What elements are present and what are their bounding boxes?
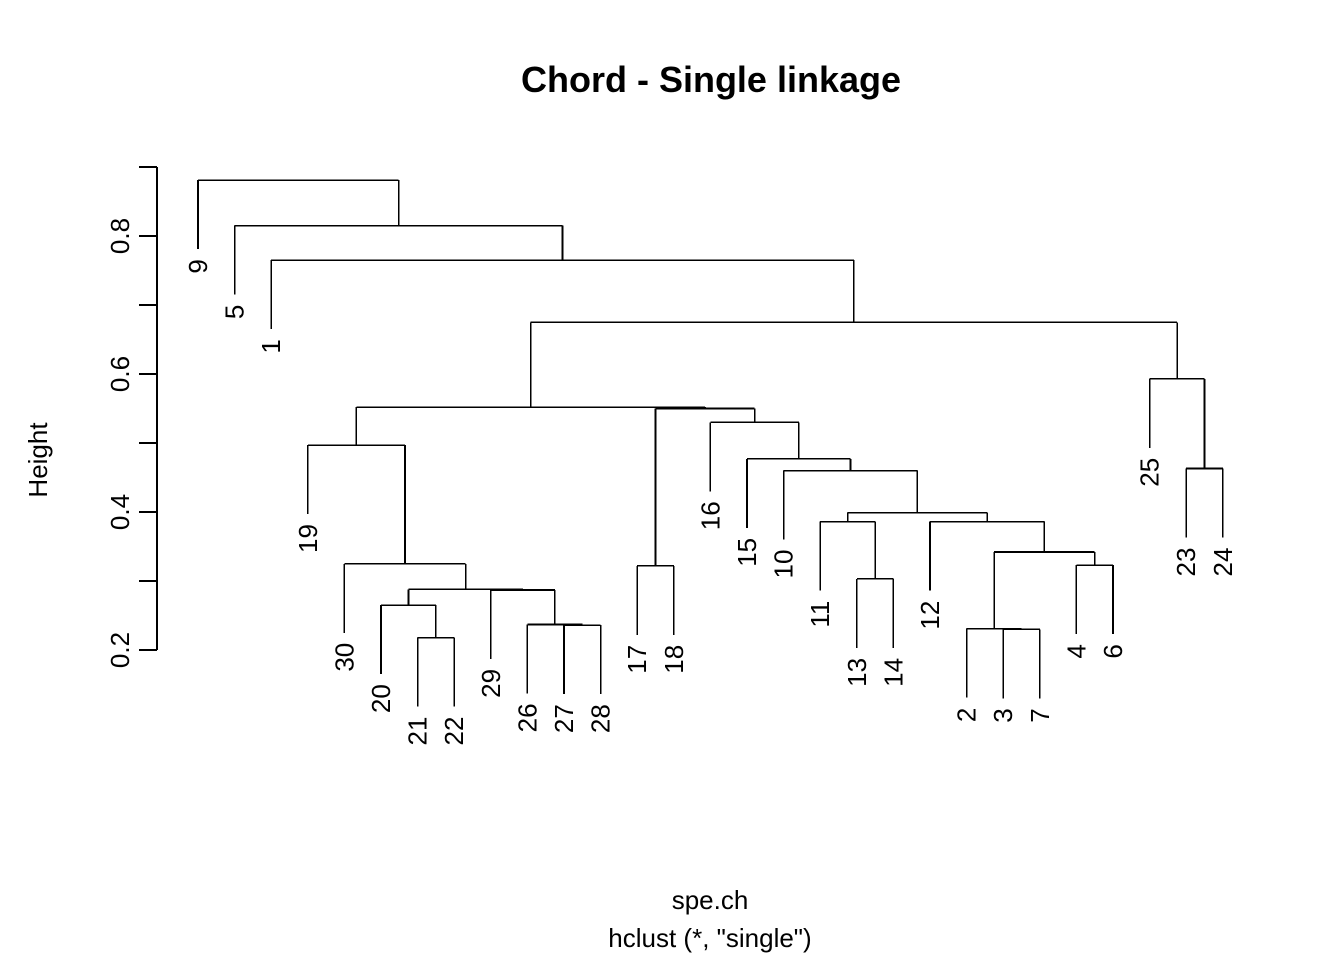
leaf-label-7: 7 [1025,708,1055,722]
leaf-label-11: 11 [805,601,835,628]
leaf-label-20: 20 [366,684,396,713]
leaf-label-15: 15 [732,538,762,567]
leaf-label-17: 17 [622,645,652,674]
leaf-label-30: 30 [329,643,359,672]
leaf-label-4: 4 [1061,644,1091,658]
y-tick-label: 0.8 [105,218,135,254]
leaf-label-26: 26 [512,703,542,732]
leaf-label-19: 19 [293,524,323,553]
leaf-label-28: 28 [586,704,616,733]
dendrogram-tree [197,179,1224,707]
leaf-label-13: 13 [842,658,872,687]
leaf-label-23: 23 [1171,548,1201,577]
y-axis: 0.2 0.4 0.6 0.8 [105,166,158,668]
y-axis-label: Height [23,422,53,498]
leaf-label-27: 27 [549,704,579,733]
leaf-labels: 21 22 3 7 2 27 28 26 20 29 13 14 17 18 4 6 30 11 12 10 23 24 1… [183,259,1238,745]
leaf-label-6: 6 [1098,644,1128,658]
leaf-label-24: 24 [1208,548,1238,577]
leaf-label-21: 21 [403,717,433,746]
y-tick-label: 0.2 [105,632,135,668]
y-tick-label: 0.4 [105,494,135,530]
leaf-label-2: 2 [952,708,982,722]
leaf-label-25: 25 [1135,458,1165,487]
leaf-label-16: 16 [695,501,725,530]
leaf-label-10: 10 [769,550,799,579]
x-axis-label: spe.ch [672,885,749,915]
leaf-label-14: 14 [878,658,908,687]
leaf-label-3: 3 [988,708,1018,722]
leaf-label-12: 12 [915,601,945,630]
leaf-label-1: 1 [256,339,286,353]
leaf-label-22: 22 [439,717,469,746]
leaf-label-9: 9 [183,259,213,273]
leaf-label-5: 5 [220,305,250,319]
leaf-label-18: 18 [659,645,689,674]
method-sublabel: hclust (*, "single") [608,923,811,953]
y-tick-label: 0.6 [105,356,135,392]
leaf-label-29: 29 [476,669,506,698]
chart-title: Chord - Single linkage [521,59,901,100]
